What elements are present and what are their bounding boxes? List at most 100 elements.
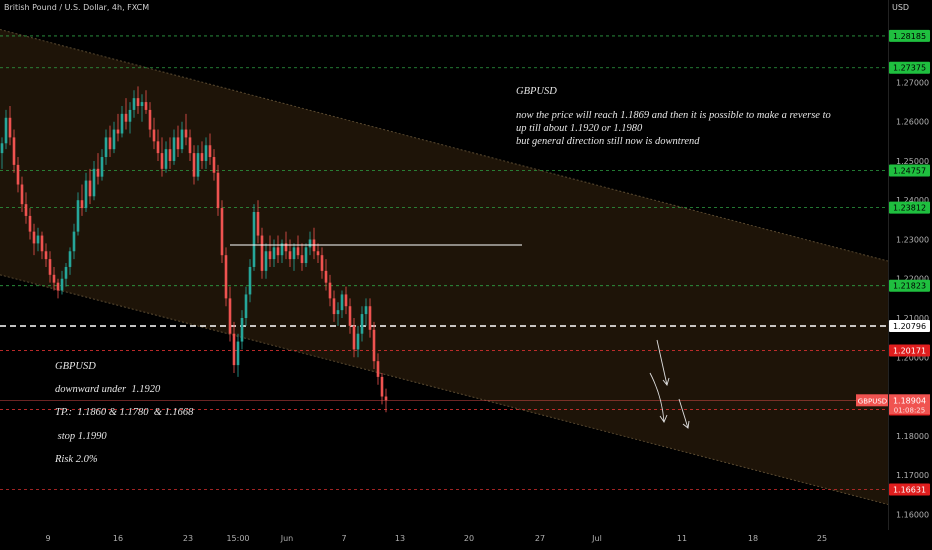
candle-body <box>128 109 132 122</box>
projection-arrow-2-head <box>659 414 668 423</box>
candle-body <box>212 157 216 173</box>
candle-body <box>296 247 300 256</box>
candle-body <box>188 137 192 154</box>
candle-body <box>68 251 72 267</box>
candle-body <box>200 153 204 161</box>
candle-body <box>152 129 156 142</box>
candle-body <box>232 333 236 366</box>
currency-label[interactable]: USD <box>892 3 910 12</box>
candle-body <box>252 212 256 267</box>
x-tick-label: 27 <box>535 534 545 543</box>
symbol-label: British Pound / U.S. Dollar, 4h, FXCM <box>4 3 150 12</box>
candle-body <box>108 137 112 150</box>
top-note-text: now the price will reach 1.1869 and then… <box>516 110 831 147</box>
drawings <box>230 244 690 429</box>
candle-body <box>0 143 4 154</box>
candle-body <box>4 117 8 144</box>
axis-separator <box>888 0 889 530</box>
candle-body <box>328 282 332 299</box>
time-axis[interactable]: 9 16 23 15:00 Jun 7 13 20 27 Jul 11 18 25 <box>45 534 827 543</box>
candle-body <box>284 243 288 252</box>
x-tick-label: Jul <box>591 534 602 543</box>
descending-channel <box>0 28 889 505</box>
candle-body <box>48 259 52 275</box>
level-badge <box>889 61 930 74</box>
candle-body <box>240 318 244 342</box>
side-note-line1: downward under 1.1920 <box>55 384 161 395</box>
y-tick-label: 1.16000 <box>896 510 929 519</box>
candle-body <box>92 168 96 197</box>
candle-body <box>360 314 364 334</box>
candle-body <box>380 376 384 397</box>
candle-body <box>160 153 164 169</box>
candle-body <box>372 329 376 362</box>
candle-body <box>224 255 228 299</box>
y-tick-label: 1.27000 <box>896 78 929 87</box>
candle-body <box>124 113 128 122</box>
candle-body <box>300 255 304 264</box>
projection-arrow-2 <box>649 372 665 423</box>
candle-body <box>52 274 56 283</box>
candle-body <box>100 157 104 177</box>
candle-body <box>356 333 360 350</box>
level-badge-label: 1.23812 <box>893 204 926 213</box>
level-badge-label: 1.20796 <box>893 322 926 331</box>
projection-arrow-3-head <box>682 420 690 429</box>
candle-body <box>32 231 36 244</box>
candle-body <box>264 251 268 271</box>
candle-body <box>180 129 184 150</box>
horizontal-levels <box>0 35 888 490</box>
projection-arrow-3 <box>678 398 689 429</box>
candle-body <box>368 306 372 330</box>
candle-body <box>168 149 172 161</box>
x-tick-label: Jun <box>280 534 294 543</box>
x-tick-label: 13 <box>395 534 405 543</box>
candle-body <box>256 212 260 236</box>
candle-body <box>64 266 68 279</box>
price-axis[interactable]: 1.27000 1.26000 1.25000 1.24000 1.23000 1.220… <box>896 78 929 519</box>
level-badge <box>889 320 930 333</box>
candle-body <box>116 129 120 134</box>
side-note-title: GBPUSD <box>55 361 96 372</box>
level-badge-label: 1.16631 <box>893 486 926 495</box>
candle-body <box>288 251 292 260</box>
level-badge-label: 1.28185 <box>893 32 926 41</box>
x-tick-label: 23 <box>183 534 193 543</box>
candle-body <box>164 149 168 169</box>
candle-body <box>72 231 76 252</box>
candle-body <box>364 306 368 315</box>
x-tick-label: 16 <box>113 534 123 543</box>
candle-body <box>24 204 28 216</box>
candle-body <box>80 200 84 209</box>
candle-body <box>216 172 220 209</box>
level-badge-label: 1.20171 <box>893 347 926 356</box>
level-badge <box>889 483 930 496</box>
candle-body <box>320 255 324 271</box>
candle-body <box>104 137 108 158</box>
current-price-label: 1.18904 <box>893 396 926 405</box>
level-badge <box>889 201 930 214</box>
candle-body <box>56 282 60 291</box>
x-tick-label: 25 <box>817 534 827 543</box>
candle-body <box>340 294 344 311</box>
candle-body <box>292 247 296 260</box>
level-badge <box>889 344 930 357</box>
candle-body <box>244 294 248 318</box>
y-tick-label: 1.24000 <box>896 196 929 205</box>
candle-body <box>348 306 352 326</box>
candlesticks <box>0 86 388 413</box>
candle-body <box>132 98 136 110</box>
candle-body <box>40 235 44 252</box>
y-tick-label: 1.25000 <box>896 157 929 166</box>
channel-lower-edge <box>0 274 889 505</box>
channel-fill <box>0 29 888 505</box>
candle-body <box>8 117 12 138</box>
candle-body <box>352 325 356 350</box>
candle-body <box>324 270 328 283</box>
symbol-badge-label: GBPUSD <box>858 397 887 405</box>
y-tick-label: 1.21000 <box>896 314 929 323</box>
candle-body <box>148 109 152 130</box>
y-tick-label: 1.22000 <box>896 275 929 284</box>
price-badges: 1.28185 1.27375 1.24757 1.23812 1.21823 1.207… <box>856 29 930 496</box>
